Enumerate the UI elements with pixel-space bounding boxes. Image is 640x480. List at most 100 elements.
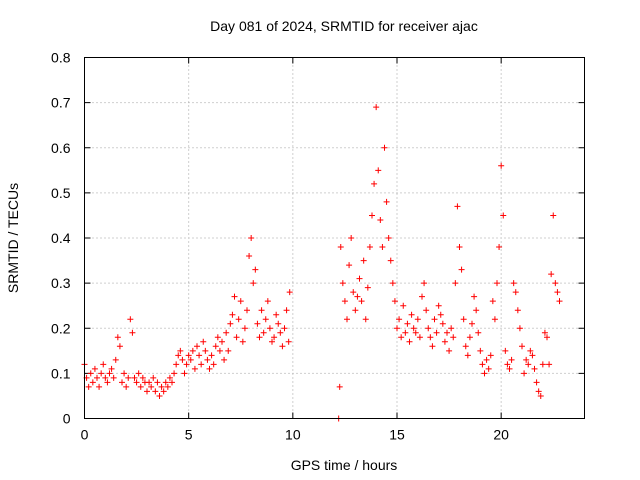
data-point — [433, 329, 440, 336]
data-point — [227, 320, 234, 327]
data-point — [254, 320, 261, 327]
data-point — [510, 280, 517, 287]
data-point — [483, 356, 490, 363]
data-point — [412, 329, 419, 336]
data-point — [502, 347, 509, 354]
data-point — [150, 374, 157, 381]
data-point — [364, 284, 371, 291]
y-tick-label: 0.3 — [51, 275, 71, 291]
data-point — [546, 361, 553, 368]
data-point — [271, 334, 278, 341]
data-point — [171, 370, 178, 377]
data-point — [256, 334, 263, 341]
data-point — [91, 365, 98, 372]
data-point — [554, 289, 561, 296]
data-point — [248, 235, 255, 241]
data-point — [127, 316, 134, 323]
data-point — [521, 370, 528, 377]
data-point — [437, 311, 444, 318]
data-point — [104, 379, 111, 386]
data-point — [198, 361, 205, 368]
data-point — [354, 293, 361, 300]
data-point — [202, 347, 209, 354]
data-point — [360, 257, 367, 264]
data-point — [146, 379, 153, 386]
data-point — [479, 361, 486, 368]
data-point — [123, 383, 130, 390]
data-point — [454, 203, 461, 210]
data-point — [275, 320, 282, 327]
data-point — [258, 307, 265, 314]
data-point — [269, 338, 275, 345]
data-point — [394, 325, 400, 332]
data-point — [435, 302, 442, 309]
data-point — [187, 356, 194, 363]
data-point — [252, 266, 259, 273]
data-point — [106, 370, 113, 377]
data-point — [235, 316, 242, 323]
data-point — [400, 302, 407, 309]
data-point — [162, 379, 169, 386]
data-point — [137, 383, 144, 390]
data-point — [194, 343, 200, 350]
data-point — [102, 374, 109, 381]
data-point — [458, 266, 465, 273]
data-point — [196, 352, 203, 359]
data-point — [377, 216, 384, 223]
x-tick-label: 0 — [81, 427, 89, 443]
data-point — [423, 307, 430, 314]
data-point — [529, 352, 536, 359]
data-point — [371, 180, 378, 187]
data-point — [339, 280, 346, 287]
data-point — [166, 374, 173, 381]
data-point — [444, 329, 450, 336]
data-point — [219, 338, 225, 345]
data-point — [210, 361, 217, 368]
data-point — [279, 343, 286, 350]
data-point — [189, 347, 196, 354]
data-point — [421, 280, 428, 287]
data-point — [285, 338, 292, 345]
data-point — [337, 244, 344, 251]
data-point — [156, 392, 163, 399]
data-point — [431, 316, 438, 323]
data-point — [429, 343, 436, 350]
data-point — [537, 392, 544, 399]
data-point — [350, 289, 357, 296]
data-point — [356, 275, 363, 282]
data-point — [523, 356, 530, 363]
data-point — [408, 311, 415, 318]
data-point — [477, 347, 484, 354]
data-point — [341, 298, 348, 305]
data-point — [229, 311, 236, 318]
data-point — [441, 338, 448, 345]
data-point — [336, 383, 343, 390]
data-point — [550, 212, 557, 219]
x-tick-label: 20 — [493, 427, 509, 443]
data-point — [277, 329, 284, 336]
data-point — [506, 365, 513, 372]
data-point — [387, 257, 394, 264]
data-point — [466, 334, 473, 341]
data-point — [173, 361, 180, 368]
y-tick-label: 0.2 — [51, 320, 71, 336]
x-tick-label: 15 — [389, 427, 405, 443]
data-point — [516, 325, 523, 332]
data-point — [469, 320, 475, 327]
y-tick-label: 0 — [63, 411, 71, 427]
data-point — [266, 325, 273, 332]
data-point — [471, 293, 478, 300]
data-point — [402, 329, 409, 336]
data-point — [396, 316, 403, 323]
data-point — [527, 347, 534, 354]
data-point — [512, 289, 519, 296]
data-point — [446, 347, 453, 354]
data-point — [344, 316, 350, 323]
y-tick-label: 0.5 — [51, 185, 71, 201]
data-point — [264, 298, 271, 305]
data-point — [448, 325, 455, 332]
data-point — [98, 370, 105, 377]
data-point — [348, 235, 355, 241]
data-point — [281, 325, 288, 332]
